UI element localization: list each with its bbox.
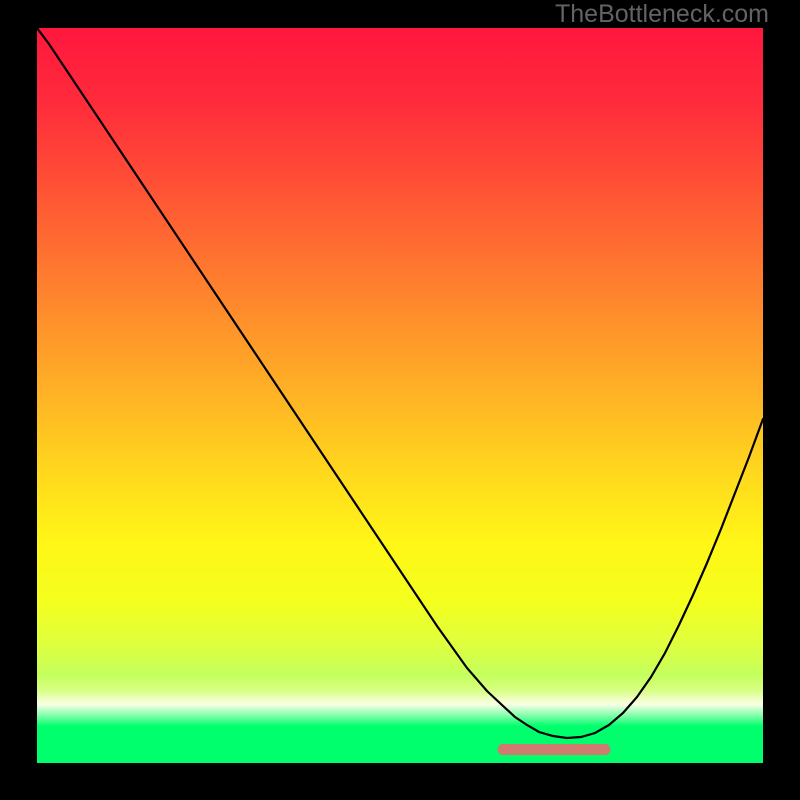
bottleneck-curve [37,28,763,738]
watermark: TheBottleneck.com [555,0,769,29]
frame-right [763,0,800,800]
chart-svg [37,28,763,763]
frame-left [0,0,37,800]
frame-bottom [0,763,800,800]
